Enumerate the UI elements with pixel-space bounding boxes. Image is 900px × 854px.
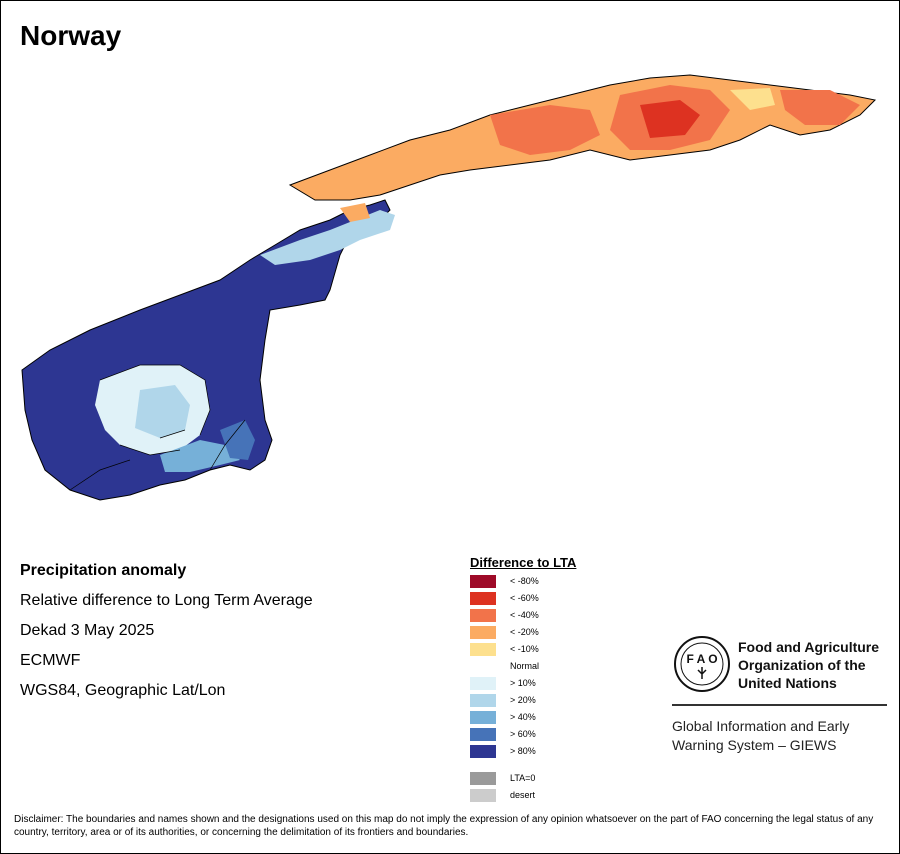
legend: Difference to LTA < -80% < -60% < -40% < -2…	[470, 555, 576, 805]
legend-item: > 40%	[470, 710, 576, 727]
legend-extra-swatch	[470, 772, 496, 785]
county-borders	[69, 364, 246, 491]
legend-extra-swatch	[470, 789, 496, 802]
legend-swatch	[470, 694, 496, 707]
info-heading: Precipitation anomaly	[20, 562, 187, 579]
legend-item: < -40%	[470, 608, 576, 625]
legend-extra-label: desert	[510, 790, 536, 800]
legend-item: < -80%	[470, 574, 576, 591]
svg-text:F A O: F A O	[686, 652, 717, 666]
disclaimer: Disclaimer: The boundaries and names sho…	[14, 814, 874, 838]
info-line1: Relative difference to Long Term Average	[20, 592, 313, 609]
legend-label: > 80%	[510, 746, 536, 756]
fao-logo: F A O	[674, 636, 730, 692]
legend-label: Normal	[510, 661, 540, 671]
legend-label: < -80%	[510, 576, 539, 586]
north-mid	[490, 105, 600, 155]
north-red-core	[640, 100, 700, 138]
legend-swatch	[470, 592, 496, 605]
north-red-east	[780, 90, 860, 125]
map-title: Norway	[20, 20, 122, 51]
legend-swatch	[470, 609, 496, 622]
legend-label: < -20%	[510, 627, 539, 637]
legend-item: > 10%	[470, 676, 576, 693]
legend-label: > 10%	[510, 678, 536, 688]
inland-mid	[135, 385, 190, 438]
org-divider	[672, 704, 887, 706]
info-line3: ECMWF	[20, 652, 81, 669]
info-line4: WGS84, Geographic Lat/Lon	[20, 682, 226, 699]
system-name: Global Information and Early Warning Sys…	[672, 718, 850, 753]
map-info: Precipitation anomaly Relative differenc…	[20, 560, 313, 710]
legend-label: > 20%	[510, 695, 536, 705]
legend-swatch	[470, 745, 496, 758]
legend-swatch	[470, 677, 496, 690]
info-line2: Dekad 3 May 2025	[20, 622, 155, 639]
legend-item: > 80%	[470, 744, 576, 761]
norway-map	[21, 74, 877, 501]
legend-item: > 20%	[470, 693, 576, 710]
legend-swatch	[470, 660, 496, 673]
legend-swatch	[470, 643, 496, 656]
legend-swatch	[470, 728, 496, 741]
legend-item: < -20%	[470, 625, 576, 642]
legend-label: > 40%	[510, 712, 536, 722]
inland-blue	[160, 440, 240, 472]
legend-label: > 60%	[510, 729, 536, 739]
southeast-mid	[220, 420, 255, 460]
legend-extra-label: LTA=0	[510, 773, 536, 783]
legend-extra-item: desert	[470, 788, 576, 805]
legend-extra-item: LTA=0	[470, 771, 576, 788]
north-pale	[730, 88, 775, 110]
org-name: Food and Agriculture Organization of the…	[738, 639, 880, 691]
legend-label: < -40%	[510, 610, 539, 620]
legend-label: < -60%	[510, 593, 539, 603]
central-band	[260, 210, 395, 265]
legend-item: Normal	[470, 659, 576, 676]
legend-label: < -10%	[510, 644, 539, 654]
legend-swatch	[470, 711, 496, 724]
legend-item: < -60%	[470, 591, 576, 608]
legend-item: < -10%	[470, 642, 576, 659]
legend-swatch	[470, 575, 496, 588]
legend-title: Difference to LTA	[470, 555, 577, 570]
legend-swatch	[470, 626, 496, 639]
legend-item: > 60%	[470, 727, 576, 744]
central-orange	[340, 203, 370, 222]
